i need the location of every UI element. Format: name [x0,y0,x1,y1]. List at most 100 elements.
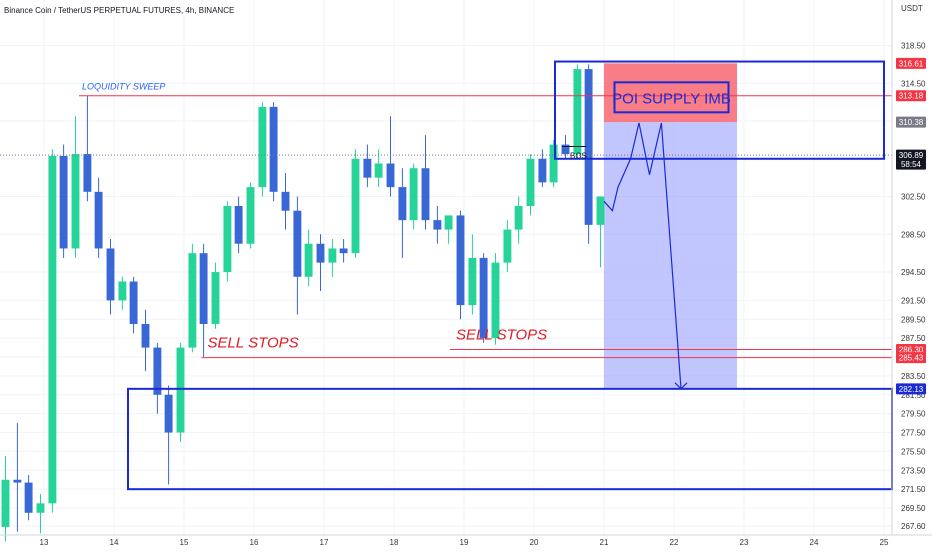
candle-body [129,281,138,324]
candle-body [48,155,57,504]
y-tick-label: 294.50 [901,268,926,277]
bos-label: BOS [570,152,587,161]
candle-body [584,69,593,225]
candle-body [363,158,372,178]
price-tag-bg [896,352,926,364]
candle-body [409,168,418,221]
x-tick-label: 24 [810,538,819,547]
candle-body [59,155,68,249]
candle-body [293,210,302,277]
candle-body [188,253,197,348]
candle-body [199,253,208,324]
candle-body [433,220,442,230]
supply-box [554,60,885,160]
y-tick-label: 281.50 [901,391,926,400]
candle-body [526,158,535,206]
candle-body [258,106,267,188]
y-tick-label: 277.50 [901,429,926,438]
candle-body [456,215,465,306]
x-tick-label: 16 [250,538,259,547]
x-tick-label: 17 [320,538,329,547]
y-tick-label: 318.50 [901,42,926,51]
candle-body [153,347,162,395]
price-tag-countdown: 58:54 [901,160,922,169]
candle-body [106,248,115,301]
y-tick-label: 289.50 [901,315,926,324]
candle-body [1,479,10,527]
price-tag: 282.13 [896,383,926,395]
y-tick-label: 287.50 [901,334,926,343]
x-tick-label: 21 [600,538,609,547]
candle-body [83,154,92,192]
candle-body [503,229,512,263]
candle-body [328,248,337,263]
y-tick-label: 269.50 [901,504,926,513]
short-target-zone [604,122,737,389]
candle-body [386,163,395,188]
y-tick-label: 302.50 [901,193,926,202]
price-tag-bg [896,90,926,102]
candle-body [374,163,383,178]
price-tag: 285.43 [896,352,926,364]
y-tick-label: 273.50 [901,466,926,475]
x-tick-label: 18 [390,538,399,547]
price-tag-bg [896,383,926,395]
price-tag-bg [896,57,926,69]
y-tick-label: 298.50 [901,230,926,239]
y-tick-label: 291.50 [901,296,926,305]
x-tick-label: 14 [110,538,119,547]
x-tick-label: 20 [530,538,539,547]
poi-label: POI SUPPLY IMB [612,90,731,107]
y-tick-label: 275.50 [901,447,926,456]
candle-body [596,196,605,225]
x-tick-label: 22 [670,538,679,547]
liquidity-sweep-label: LOQUIDITY SWEEP [82,82,165,92]
price-tag: 310.38 [896,116,926,128]
candle-body [479,257,488,339]
currency-label: USDT [901,4,923,13]
y-tick-label: 314.50 [901,79,926,88]
candle-body [13,479,22,483]
y-tick-label: 283.50 [901,372,926,381]
price-tag-value: 310.38 [899,118,924,127]
candle-body [223,205,232,273]
candle-body [444,215,453,230]
candle-body [421,168,430,221]
candle-body [339,248,348,254]
projection-arrowhead [674,382,688,390]
candles-layer [1,64,605,542]
candle-body [351,158,360,254]
candle-body [176,347,185,433]
candle-body [269,106,278,192]
candle-body [573,69,582,155]
price-tag-value: 286.30 [899,345,924,354]
x-axis: 13 14 15 16 17 18 19 20 21 22 23 24 25 [40,538,889,547]
projection-path [603,122,682,389]
x-tick-label: 25 [880,538,889,547]
poi-label-box [613,81,730,114]
candle-body [71,154,80,249]
price-tag-value: 282.13 [899,385,924,394]
y-tick-label: 279.50 [901,410,926,419]
candle-body [234,205,243,244]
candle-body [94,191,103,249]
chart-title: Binance Coin / TetherUS PERPETUAL FUTURE… [4,6,234,15]
y-tick-label: 267.60 [901,522,926,531]
price-tag-value: 316.61 [899,59,924,68]
candle-body [304,243,313,277]
candle-body [246,187,255,244]
sell-stops-label: SELL STOPS [208,335,299,352]
x-tick-label: 23 [740,538,749,547]
candle-body [24,482,33,513]
candle-body [316,243,325,263]
y-tick-label: 271.50 [901,485,926,494]
price-tag: 316.61 [896,57,926,69]
candle-body [514,205,523,230]
x-tick-label: 19 [460,538,469,547]
candle-body [549,144,558,183]
price-tag-value: 306.89 [899,151,924,160]
